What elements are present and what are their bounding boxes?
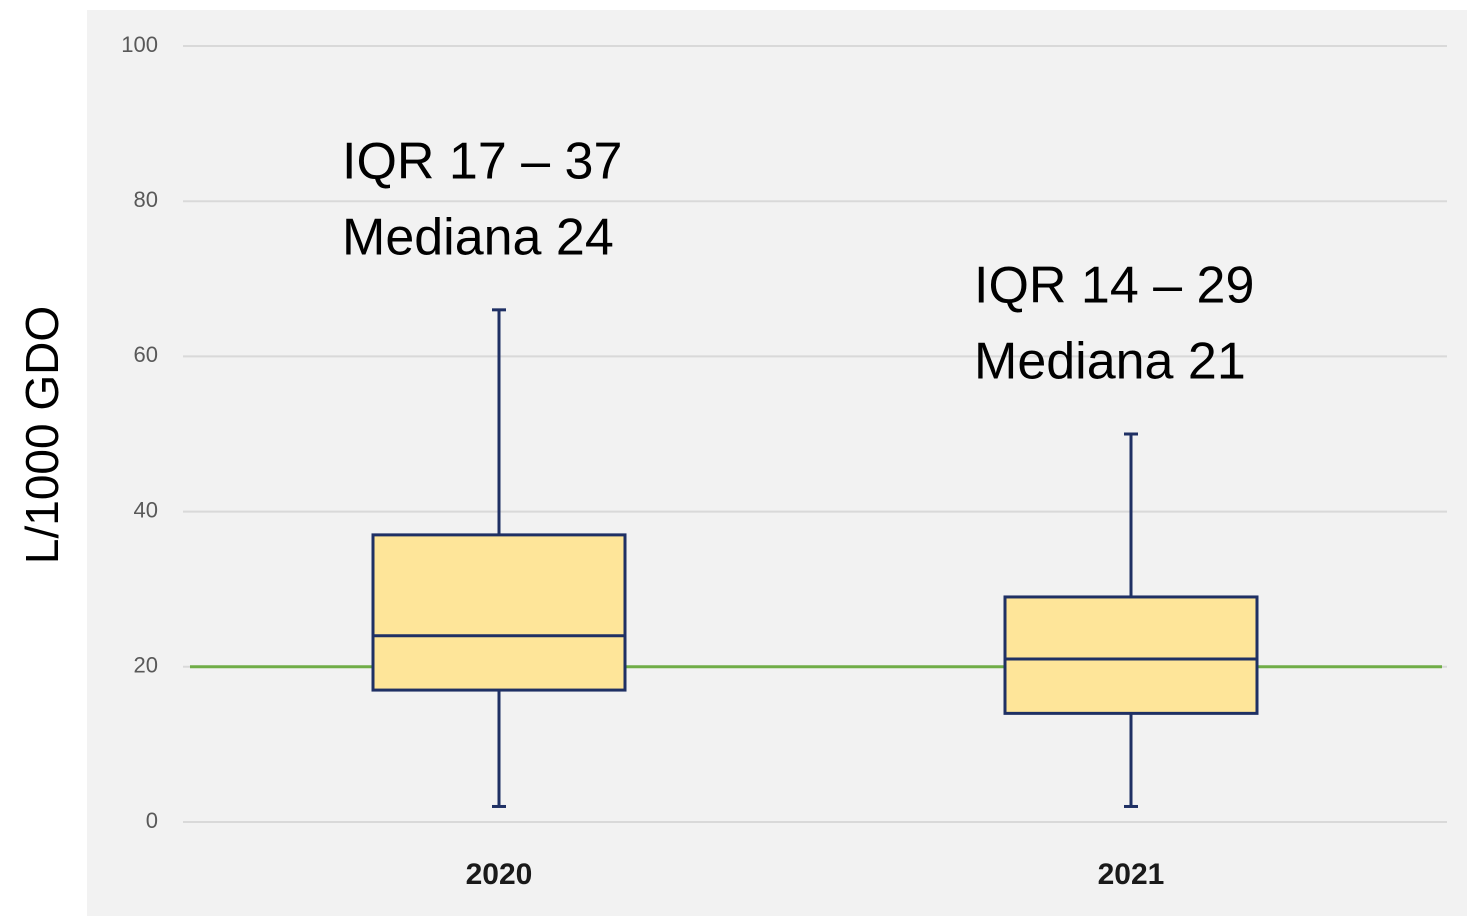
x-tick-label: 2021 [1098,858,1165,891]
box [1003,595,1259,715]
y-tick-label: 100 [121,32,158,57]
annotation: Mediana 21 [974,333,1246,391]
y-tick-label: 60 [134,342,158,367]
box [371,533,627,692]
annotation: IQR 17 – 37 [342,133,622,191]
y-tick-label: 40 [134,497,158,522]
annotation: IQR 14 – 29 [974,257,1254,315]
y-axis-label: L/1000 GDO [16,306,68,564]
x-tick-label: 2020 [466,858,533,891]
y-tick-label: 0 [146,808,158,833]
y-tick-label: 20 [134,653,158,678]
y-tick-label: 80 [134,187,158,212]
annotation: Mediana 24 [342,209,614,267]
plot-background [87,10,1467,916]
